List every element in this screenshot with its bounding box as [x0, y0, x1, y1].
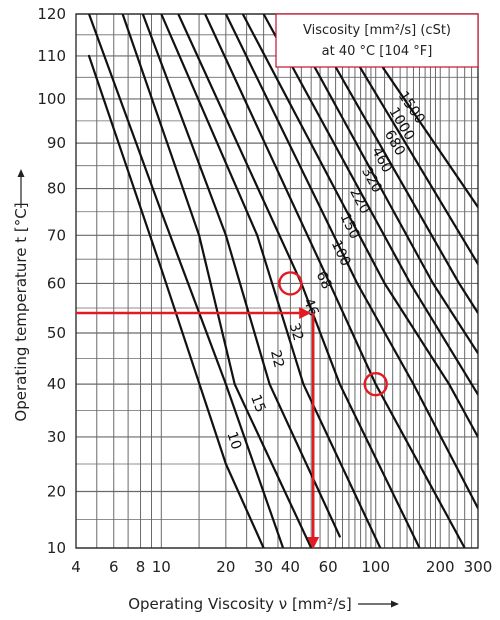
- y-tick-labels: 10 20 30 40 50 60 70 80 90 100 110 120: [37, 5, 66, 557]
- series-label-22: 22: [267, 349, 287, 370]
- x-tick-label: 20: [216, 558, 235, 576]
- y-tick-label: 40: [47, 375, 66, 393]
- viscosity-line-150: [224, 14, 478, 510]
- vertical-grid: [75, 14, 479, 548]
- y-axis-arrow: [17, 169, 25, 208]
- x-tick-label: 100: [361, 558, 390, 576]
- x-tick-label: 60: [319, 558, 338, 576]
- viscosity-line-220: [241, 14, 478, 439]
- y-tick-label: 20: [47, 483, 66, 501]
- series-label-10: 10: [223, 430, 244, 452]
- x-tick-label: 10: [152, 558, 171, 576]
- legend-border: [275, 13, 479, 68]
- y-tick-label: 100: [37, 90, 66, 108]
- y-tick-label: 80: [47, 180, 66, 198]
- series-label-15: 15: [247, 392, 268, 414]
- x-axis-arrow: [358, 600, 399, 608]
- x-tick-label: 200: [426, 558, 455, 576]
- viscosity-line-68: [177, 14, 421, 548]
- x-tick-label: 8: [136, 558, 146, 576]
- viscosity-line-46: [160, 14, 382, 548]
- plot-frame: [75, 13, 479, 549]
- viscosity-line-100: [204, 14, 466, 548]
- legend-box: Viscosity [mm²/s] (cSt) at 40 °C [104 °F…: [275, 13, 479, 68]
- legend-line-2: at 40 °C [104 °F]: [322, 44, 433, 59]
- y-axis-label: Operating temperature t [°C]: [12, 202, 30, 421]
- y-tick-label: 70: [47, 226, 66, 244]
- highlight-circle: [278, 271, 303, 296]
- y-tick-label: 10: [47, 539, 66, 557]
- viscosity-line-15: [87, 14, 285, 548]
- horizontal-grid: [76, 13, 478, 549]
- arrow-head-down: [307, 537, 320, 549]
- y-tick-label: 50: [47, 324, 66, 342]
- highlight-circle: [363, 371, 388, 397]
- series-label-68: 68: [313, 269, 335, 292]
- arrow-head-right: [299, 306, 312, 319]
- viscosity-line-320: [262, 14, 478, 396]
- x-axis-label: Operating Viscosity ν [mm²/s]: [128, 595, 352, 613]
- x-tick-label: 40: [281, 558, 300, 576]
- y-tick-label: 30: [47, 428, 66, 446]
- y-tick-label: 60: [47, 274, 66, 292]
- viscosity-line-10: [87, 54, 265, 548]
- x-tick-label: 4: [71, 558, 81, 576]
- x-tick-label: 30: [254, 558, 273, 576]
- viscosity-line-460: [284, 14, 478, 355]
- viscosity-line-680: [304, 14, 478, 315]
- y-tick-label: 90: [47, 134, 66, 152]
- viscosity-lines: [87, 14, 478, 548]
- series-label-100: 100: [328, 238, 354, 269]
- y-tick-label: 120: [37, 5, 66, 23]
- viscosity-line-22: [121, 14, 313, 548]
- series-label-32: 32: [286, 321, 306, 343]
- example-annotations: [76, 271, 388, 549]
- x-tick-label: 6: [109, 558, 119, 576]
- viscosity-line-32: [141, 14, 341, 538]
- x-tick-label: 300: [464, 558, 493, 576]
- y-tick-label: 110: [37, 47, 66, 65]
- legend-line-1: Viscosity [mm²/s] (cSt): [303, 23, 451, 38]
- x-tick-labels: 4 6 8 10 20 30 40 60 100 200 300: [71, 558, 492, 576]
